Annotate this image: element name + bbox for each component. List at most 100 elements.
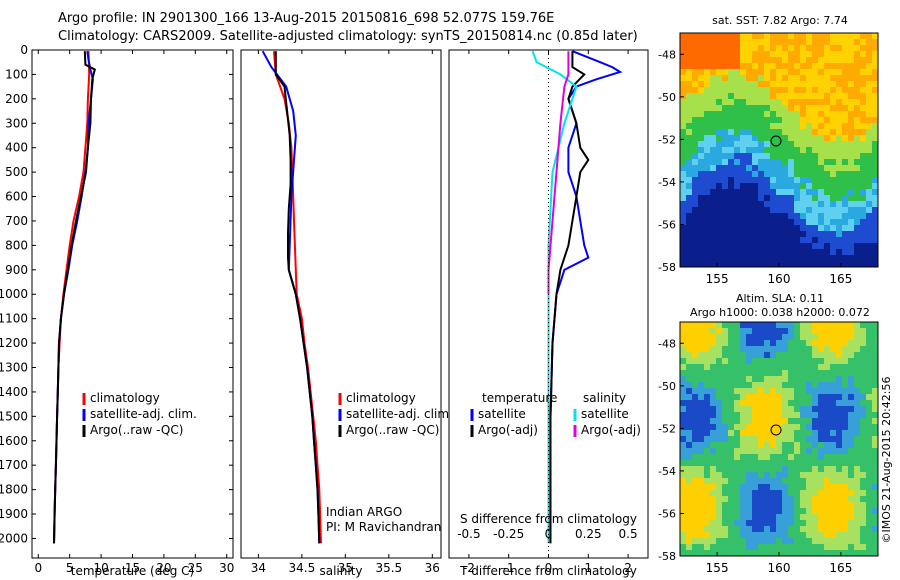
sst-map-cell — [776, 243, 782, 249]
sst-map-cell — [722, 207, 728, 213]
sla-map-cell — [806, 514, 812, 520]
sst-map-cell — [806, 231, 812, 237]
sst-map-cell — [692, 123, 698, 129]
sla-map-cell — [824, 496, 830, 502]
sla-map-cell — [692, 430, 698, 436]
sst-map-cell — [686, 237, 692, 243]
sla-map-cell — [836, 436, 842, 442]
sst-map-cell — [686, 51, 692, 57]
sst-map-cell — [800, 219, 806, 225]
sla-map-cell — [794, 442, 800, 448]
sla-map-cell — [680, 388, 686, 394]
sst-map-cell — [824, 87, 830, 93]
sst-map-cell — [824, 189, 830, 195]
sst-map-cell — [860, 195, 866, 201]
sla-map-cell — [800, 406, 806, 412]
sla-map-cell — [758, 334, 764, 340]
sst-map-cell — [758, 177, 764, 183]
sla-map-cell — [806, 442, 812, 448]
sst-map-cell — [722, 165, 728, 171]
sst-map-cell — [764, 135, 770, 141]
sst-map-cell — [740, 63, 746, 69]
sla-map-cell — [698, 370, 704, 376]
sla-map-cell — [794, 496, 800, 502]
sla-map-cell — [872, 388, 878, 394]
sla-map-cell — [854, 334, 860, 340]
sla-map-cell — [818, 484, 824, 490]
sst-map-cell — [704, 87, 710, 93]
sst-map-cell — [680, 117, 686, 123]
sla-map-cell — [812, 520, 818, 526]
sla-map-cell — [746, 430, 752, 436]
sla-map-cell — [686, 538, 692, 544]
sst-map-cell — [812, 45, 818, 51]
sla-map-cell — [776, 418, 782, 424]
sst-map-cell — [752, 117, 758, 123]
sst-map-cell — [758, 45, 764, 51]
sst-map-cell — [704, 111, 710, 117]
temperature-ytick-label: 900 — [5, 263, 28, 277]
temperature-ytick-label: 1300 — [0, 361, 28, 375]
sla-map-cell — [710, 328, 716, 334]
sla-map-cell — [704, 400, 710, 406]
sla-map-xtick-label: 155 — [706, 561, 729, 575]
sla-map-cell — [722, 400, 728, 406]
sst-map-cell — [848, 141, 854, 147]
sst-map-cell — [770, 171, 776, 177]
sst-map-cell — [818, 69, 824, 75]
sla-map-cell — [866, 478, 872, 484]
sst-map-cell — [854, 147, 860, 153]
sla-map-cell — [818, 442, 824, 448]
sst-map-cell — [764, 99, 770, 105]
sla-map-cell — [824, 346, 830, 352]
sst-map-cell — [746, 51, 752, 57]
sst-map-cell — [854, 207, 860, 213]
sla-map-cell — [782, 418, 788, 424]
sst-map-cell — [806, 141, 812, 147]
sst-map-cell — [716, 147, 722, 153]
sst-map-cell — [710, 57, 716, 63]
sst-map-cell — [866, 159, 872, 165]
sla-map-cell — [686, 334, 692, 340]
temperature-panel: 0100200300400500600700800900100011001200… — [0, 43, 234, 578]
sst-map-cell — [872, 117, 878, 123]
sla-map-cell — [728, 358, 734, 364]
sst-map-cell — [734, 45, 740, 51]
sst-map-cell — [836, 249, 842, 255]
sst-map-cell — [812, 243, 818, 249]
sla-map-cell — [752, 322, 758, 328]
sla-map-cell — [734, 466, 740, 472]
sst-map-cell — [788, 51, 794, 57]
sla-map-cell — [848, 382, 854, 388]
sla-map-cell — [746, 412, 752, 418]
sla-map-cell — [842, 532, 848, 538]
sla-map-cell — [842, 496, 848, 502]
sst-map-cell — [812, 255, 818, 261]
sla-map-cell — [836, 400, 842, 406]
sst-map-cell — [800, 207, 806, 213]
sst-map-cell — [764, 33, 770, 39]
sst-map-cell — [740, 177, 746, 183]
sst-map-cell — [728, 33, 734, 39]
sla-map-cell — [860, 466, 866, 472]
sst-map-cell — [842, 129, 848, 135]
sla-map-cell — [800, 538, 806, 544]
sla-map-cell — [710, 526, 716, 532]
sla-map-cell — [734, 370, 740, 376]
sst-map-cell — [800, 159, 806, 165]
sla-map-cell — [776, 394, 782, 400]
sst-map-cell — [776, 207, 782, 213]
sst-map-cell — [758, 51, 764, 57]
sst-map-cell — [806, 171, 812, 177]
sst-map-cell — [692, 225, 698, 231]
sst-map-cell — [728, 141, 734, 147]
sst-map-cell — [680, 153, 686, 159]
sst-map-cell — [728, 219, 734, 225]
sla-map-cell — [782, 478, 788, 484]
sst-map-cell — [716, 189, 722, 195]
sla-map-cell — [740, 496, 746, 502]
sla-map-cell — [770, 436, 776, 442]
sst-map-cell — [854, 183, 860, 189]
sla-map-cell — [770, 472, 776, 478]
sst-map-cell — [686, 213, 692, 219]
